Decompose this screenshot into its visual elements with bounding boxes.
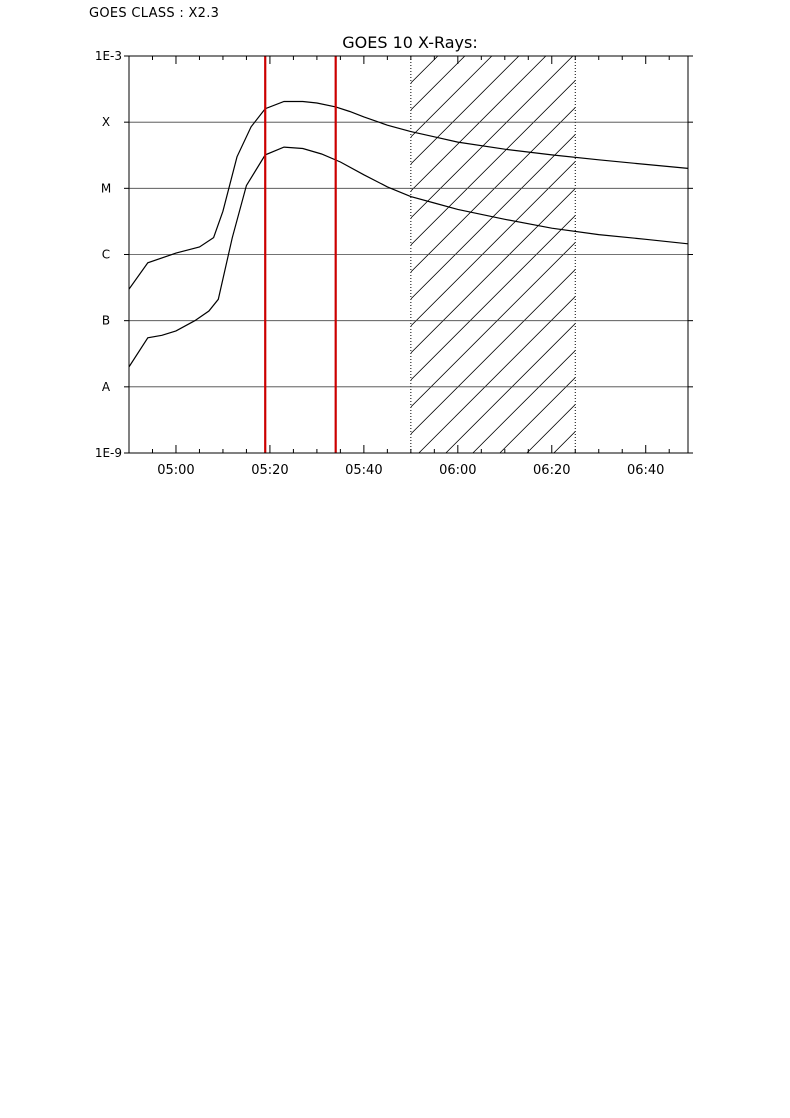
y-tick-label: A xyxy=(102,380,111,394)
y-tick-label: X xyxy=(102,115,110,129)
y-tick-label: 1E-3 xyxy=(95,49,122,63)
x-tick-label: 06:20 xyxy=(533,463,570,478)
marker-lines xyxy=(264,56,337,453)
grid-lines xyxy=(129,121,688,388)
y-tick-label: M xyxy=(101,181,111,195)
axis-ticks: 1E-3 X M C B A 1E-9 05:00 05:20 05:40 06:00 06:20 06… xyxy=(95,49,693,478)
series-long-channel-line xyxy=(129,100,688,290)
x-tick-label: 06:40 xyxy=(627,463,664,478)
chart-title: GOES 10 X-Rays: xyxy=(342,33,478,52)
x-tick-label: 05:20 xyxy=(251,463,288,478)
series-lines xyxy=(129,100,688,368)
x-tick-label: 05:00 xyxy=(157,463,194,478)
x-tick-label: 06:00 xyxy=(439,463,476,478)
x-tick-label: 05:40 xyxy=(345,463,382,478)
goes-class-label: GOES CLASS : X2.3 xyxy=(89,6,220,21)
y-tick-label: B xyxy=(102,314,110,328)
y-tick-label: 1E-9 xyxy=(95,446,122,460)
y-tick-label: C xyxy=(102,248,110,262)
series-short-channel-line xyxy=(129,146,688,368)
goes-xray-chart: GOES 10 X-Rays: 1E-3 X M C B A 1E-9 05:00 05:20 0… xyxy=(95,33,693,478)
